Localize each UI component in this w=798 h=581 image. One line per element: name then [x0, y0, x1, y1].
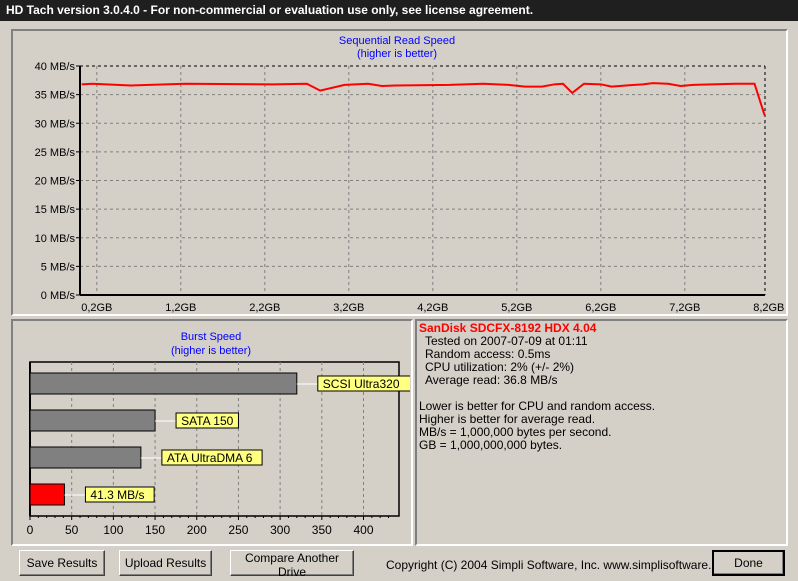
x-tick-label: 3,2GB — [333, 302, 364, 314]
x-tick-label: 300 — [270, 523, 290, 537]
y-tick-label: 20 MB/s — [35, 176, 76, 188]
drive-name: SanDisk SDCFX-8192 HDX 4.04 — [419, 321, 597, 335]
burst-speed-chart: Burst Speed (higher is better) 0 50 100 150 20… — [27, 331, 410, 537]
x-tick-label: 50 — [65, 523, 79, 537]
bar-label-box — [175, 412, 239, 429]
y-tick-label: 40 MB/s — [35, 61, 76, 73]
compare-another-drive-button[interactable]: Compare Another Drive — [230, 550, 354, 579]
x-tick-label: 100 — [103, 523, 123, 537]
bar-label-box — [161, 449, 263, 466]
info-panel — [415, 319, 788, 546]
y-tick-label: 35 MB/s — [35, 90, 76, 102]
tested-on: Tested on 2007-07-09 at 01:11 — [425, 334, 588, 348]
cpu-utilization: CPU utilization: 2% (+/- 2%) — [425, 360, 575, 374]
x-tick-label: 8,2GB — [753, 302, 784, 314]
y-tick-label: 25 MB/s — [35, 147, 76, 159]
chart-subtitle: (higher is better) — [171, 345, 251, 357]
x-tick-label: 1,2GB — [165, 302, 196, 314]
x-tick-label: 250 — [228, 523, 248, 537]
burst-bar — [29, 409, 156, 432]
note: Lower is better for CPU and random acces… — [419, 399, 656, 413]
y-tick-label: 5 MB/s — [41, 261, 76, 273]
burst-speed-panel — [11, 319, 413, 546]
x-tick-label: 150 — [145, 523, 165, 537]
sequential-read-chart: Sequential Read Speed(higher is better) 0… — [35, 35, 785, 314]
save-results-button[interactable]: Save Results — [19, 550, 105, 576]
burst-bar — [29, 372, 298, 395]
y-tick-label: 10 MB/s — [35, 233, 76, 245]
note: MB/s = 1,000,000 bytes per second. — [419, 425, 612, 439]
x-tick-label: 5,2GB — [501, 302, 532, 314]
burst-bar — [29, 483, 65, 506]
chart-title: Sequential Read Speed — [339, 35, 455, 47]
note: Higher is better for average read. — [419, 412, 596, 426]
x-tick-label: 200 — [187, 523, 207, 537]
bar-label: 41.3 MB/s — [90, 488, 144, 502]
x-tick-label: 0,2GB — [81, 302, 112, 314]
x-tick-label: 4,2GB — [417, 302, 448, 314]
bar-label-box — [317, 375, 410, 392]
x-tick-label: 350 — [312, 523, 332, 537]
burst-bar — [29, 446, 142, 469]
y-tick-label: 0 MB/s — [41, 290, 76, 302]
x-tick-label: 6,2GB — [585, 302, 616, 314]
bar-label: SATA 150 — [181, 414, 234, 428]
x-tick-label: 0 — [27, 523, 34, 537]
chart-title: Burst Speed — [181, 331, 242, 343]
bar-label-box — [84, 486, 155, 503]
upload-results-button[interactable]: Upload Results — [119, 550, 212, 576]
chart-subtitle: (higher is better) — [357, 48, 437, 60]
y-tick-label: 30 MB/s — [35, 118, 76, 130]
read-speed-line — [81, 82, 766, 116]
y-tick-label: 15 MB/s — [35, 204, 76, 216]
x-tick-label: 7,2GB — [669, 302, 700, 314]
bar-label: SCSI Ultra320 — [323, 377, 400, 391]
x-tick-label: 400 — [353, 523, 373, 537]
copyright-text: Copyright (C) 2004 Simpli Software, Inc.… — [386, 558, 735, 572]
sequential-read-panel — [11, 29, 788, 316]
note: GB = 1,000,000,000 bytes. — [419, 438, 563, 452]
bar-label: ATA UltraDMA 6 — [167, 451, 253, 465]
title-bar: HD Tach version 3.0.4.0 - For non-commer… — [0, 0, 798, 21]
average-read: Average read: 36.8 MB/s — [425, 373, 558, 387]
done-button[interactable]: Done — [712, 550, 785, 576]
random-access: Random access: 0.5ms — [425, 347, 551, 361]
drive-info: SanDisk SDCFX-8192 HDX 4.04 Tested on 20… — [419, 322, 655, 452]
x-tick-label: 2,2GB — [249, 302, 280, 314]
